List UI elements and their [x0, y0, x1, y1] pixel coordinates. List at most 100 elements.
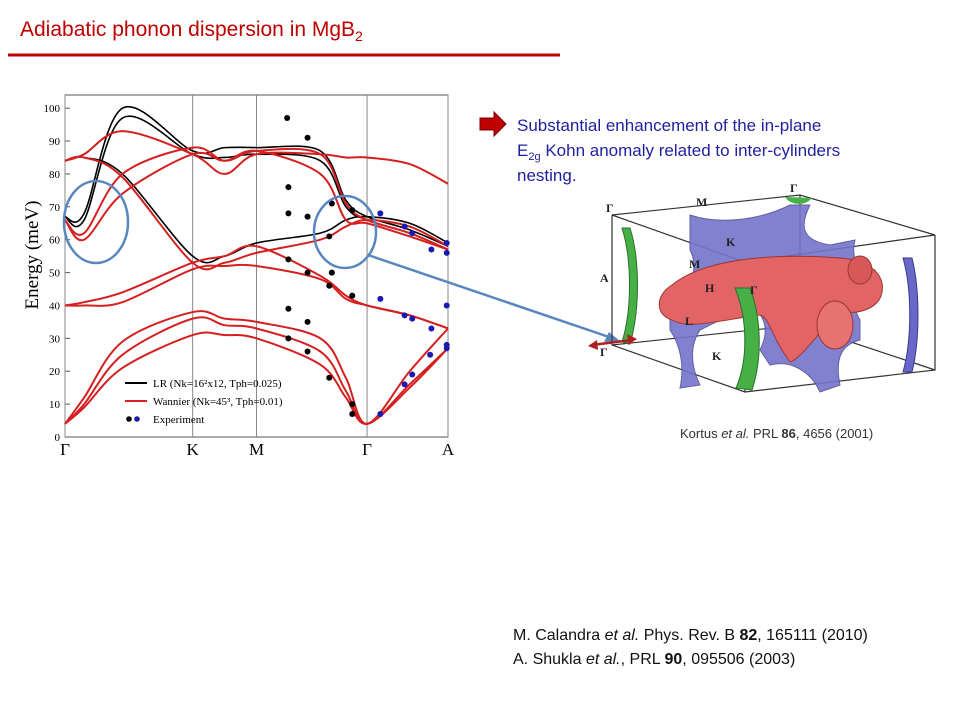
note-line: nesting.: [517, 166, 577, 185]
data-point: [328, 200, 335, 207]
data-point: [284, 115, 291, 122]
data-point: [443, 239, 450, 246]
caption-part: 86: [781, 426, 795, 441]
title-sub: 2: [355, 28, 363, 44]
caption-part: et al.: [721, 426, 749, 441]
y-tick-label: 10: [49, 399, 61, 411]
ref-part: et al.: [586, 651, 621, 668]
ref-part: et al.: [605, 627, 640, 644]
reference: A. Shukla et al., PRL 90, 095506 (2003): [513, 651, 795, 668]
note-text: E: [517, 141, 528, 160]
fermi-label: Γ: [600, 345, 608, 359]
plot: 0 10 20 30 40 50 60 70 80 90 100 Γ K M Γ A Energy (meV) L…: [22, 94, 455, 459]
caption-part: Kortus: [680, 426, 721, 441]
legend-label: LR (Nk=16²x12, Tph=0.025): [153, 378, 282, 390]
x-tick-label: K: [187, 440, 200, 459]
x-tick-label: Γ: [362, 440, 372, 459]
caption: Kortus et al. PRL 86, 4656 (2001): [680, 426, 873, 441]
data-point: [349, 410, 356, 417]
bullet-arrow: [479, 110, 507, 138]
x-tick-label: M: [249, 440, 264, 459]
data-point: [377, 410, 384, 417]
branch-line: [64, 316, 449, 425]
data-point: [349, 292, 356, 299]
ref-part: 90: [665, 651, 683, 668]
data-point: [304, 134, 311, 141]
ref-part: Phys. Rev. B: [639, 627, 739, 644]
highlight-circle: [312, 194, 378, 270]
legend-label: Wannier (Nk=45³, Tph=0.01): [153, 396, 283, 408]
y-tick-label: 60: [49, 235, 61, 247]
fermi-label: K: [712, 349, 722, 363]
data-point: [285, 335, 292, 342]
data-point: [326, 233, 333, 240]
fermi-label: Γ: [750, 283, 758, 297]
reference: M. Calandra et al. Phys. Rev. B 82, 1651…: [513, 627, 868, 644]
fermi-label: Γ: [790, 181, 798, 195]
legend-swatch: [126, 416, 132, 422]
data-point: [427, 351, 434, 358]
data-point: [328, 269, 335, 276]
data-point: [377, 210, 384, 217]
branch-line: [64, 130, 449, 185]
data-point: [285, 256, 292, 263]
fermi-label: M: [689, 257, 700, 271]
data-point: [401, 381, 408, 388]
ref-part: , 095506 (2003): [682, 651, 795, 668]
fermi-label: K: [726, 235, 736, 249]
data-point: [304, 318, 311, 325]
data-point: [285, 210, 292, 217]
y-tick-label: 50: [49, 268, 61, 280]
fermi-label: H: [705, 281, 715, 295]
y-tick-label: 0: [55, 432, 61, 444]
caption-part: PRL: [749, 426, 781, 441]
y-tick-label: 100: [44, 103, 61, 115]
data-point: [349, 401, 356, 408]
data-point: [304, 348, 311, 355]
ref-part: 82: [739, 627, 757, 644]
connector: [367, 253, 613, 340]
ref-part: , 165111 (2010): [757, 627, 868, 644]
data-point: [349, 207, 356, 214]
data-point: [285, 184, 292, 191]
ref-part: A. Shukla: [513, 651, 586, 668]
note-line: E2g Kohn anomaly related to inter-cylind…: [517, 141, 840, 163]
fermi-label: A: [600, 271, 609, 285]
references: M. Calandra et al. Phys. Rev. B 82, 1651…: [513, 627, 868, 668]
title-text: Adiabatic phonon dispersion in MgB: [20, 18, 355, 41]
highlight-circle: [62, 179, 130, 265]
legend-swatch: [134, 416, 140, 422]
data-point: [326, 282, 333, 289]
data-point: [428, 325, 435, 332]
note-text: Kohn anomaly related to inter-cylinders: [541, 141, 841, 160]
y-tick-label: 30: [49, 333, 61, 345]
data-point: [428, 246, 435, 253]
data-point: [377, 295, 384, 302]
data-point: [409, 230, 416, 237]
data-point: [326, 374, 333, 381]
legend-label: Experiment: [153, 414, 204, 426]
data-point: [409, 371, 416, 378]
y-tick-label: 80: [49, 169, 61, 181]
data-point: [443, 249, 450, 256]
title: Adiabatic phonon dispersion in MgB2: [20, 18, 363, 44]
fermi-label: Γ: [606, 201, 614, 215]
note: Substantial enhancement of the in-plane …: [517, 116, 840, 185]
ref-part: M. Calandra: [513, 627, 605, 644]
data-point: [443, 345, 450, 352]
y-tick-label: 70: [49, 202, 61, 214]
branch-line: [64, 244, 449, 330]
caption-part: , 4656 (2001): [796, 426, 873, 441]
fermi-label: M: [696, 195, 707, 209]
fermi-surface: Γ M Γ K M A H L K Γ Γ: [588, 181, 936, 393]
y-axis-label: Energy (meV): [22, 201, 43, 310]
data-point: [304, 213, 311, 220]
x-tick-label: A: [442, 440, 455, 459]
data-point: [401, 312, 408, 319]
fermi-label: L: [685, 314, 693, 328]
data-point: [401, 223, 408, 230]
data-point: [285, 305, 292, 312]
y-tick-label: 40: [49, 300, 61, 312]
ref-part: , PRL: [621, 651, 665, 668]
